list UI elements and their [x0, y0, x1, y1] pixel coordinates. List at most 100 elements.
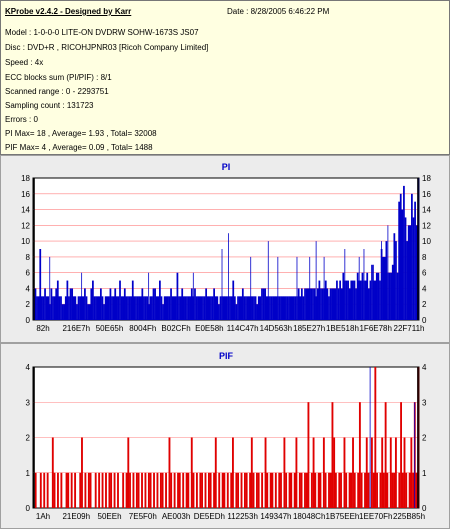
bar — [333, 437, 336, 508]
bar — [203, 296, 206, 320]
info-model: Model : 1-0-0-0 LITE-ON DVDRW SOHW-1673S… — [5, 28, 199, 37]
x-tick-label: DE5EDh — [194, 512, 225, 521]
bar — [244, 472, 246, 508]
bar — [45, 296, 48, 320]
bar — [312, 437, 315, 508]
bar — [371, 264, 373, 320]
bar — [391, 472, 394, 508]
pi-chart: PI 0 0 2 2 4 4 6 6 8 8 10 10 12 12 14 14 16 16 18 18 82h 216E7… — [21, 162, 431, 333]
x-tick-label: 149347h — [260, 512, 291, 521]
x-tick-label: 225B85h — [393, 512, 425, 521]
bar — [209, 472, 212, 508]
bar — [226, 472, 229, 508]
x-tick-label: AE003h — [162, 512, 190, 521]
bar — [166, 296, 169, 320]
bar — [241, 288, 244, 320]
bar — [235, 472, 238, 508]
bar — [76, 304, 78, 320]
bar — [307, 288, 310, 320]
bar — [272, 296, 275, 320]
bar — [310, 288, 313, 320]
bar — [355, 288, 357, 320]
bar — [163, 296, 166, 320]
x-tick-label: 1F6E78h — [359, 324, 391, 333]
y-tick-label-left: 16 — [21, 190, 30, 199]
bar — [381, 437, 384, 508]
bar — [85, 296, 88, 320]
bar — [132, 472, 135, 508]
bar — [214, 437, 217, 508]
bar — [352, 280, 354, 320]
bar — [393, 233, 396, 320]
bar — [307, 402, 310, 508]
info-errors: Errors : 0 — [5, 115, 38, 124]
bar — [110, 472, 113, 508]
bar — [293, 472, 296, 508]
bar — [281, 296, 284, 320]
bar — [389, 437, 392, 508]
bar — [310, 472, 313, 508]
bar — [262, 288, 265, 320]
bar — [219, 296, 222, 320]
bar — [278, 472, 281, 508]
bar — [79, 472, 82, 508]
bar — [274, 472, 277, 508]
bar — [214, 296, 217, 320]
pif-chart-panel: PIF 0 0 1 1 2 2 3 3 4 4 1Ah 21E09h 50EEh 7E5F0h AE003h D… — [0, 343, 450, 529]
bar — [143, 296, 145, 320]
x-tick-label: E0E58h — [195, 324, 223, 333]
bar — [213, 288, 215, 320]
bar — [283, 296, 286, 320]
x-tick-label: 1B75EEh — [326, 512, 360, 521]
bar — [168, 437, 171, 508]
bar — [105, 472, 107, 508]
bar — [256, 304, 259, 320]
bar — [171, 296, 174, 320]
chart-title: PI — [222, 162, 231, 172]
bar — [99, 288, 102, 320]
bar — [248, 296, 251, 320]
bar — [286, 296, 289, 320]
bar — [187, 296, 190, 320]
bar — [187, 472, 190, 508]
bar — [393, 472, 396, 508]
bar — [101, 296, 104, 320]
bar — [144, 472, 147, 508]
bar — [334, 288, 337, 320]
bar — [328, 296, 330, 320]
bar — [131, 280, 134, 320]
bar — [269, 296, 271, 320]
bar — [386, 472, 389, 508]
bar — [407, 225, 410, 320]
bar — [297, 288, 300, 320]
bar — [101, 472, 104, 508]
bar — [245, 472, 248, 508]
bar — [39, 249, 42, 320]
bar — [375, 272, 378, 320]
bar — [261, 288, 263, 320]
bar — [288, 472, 291, 508]
bar — [120, 296, 123, 320]
bar — [343, 437, 346, 508]
bar — [269, 472, 272, 508]
pif-chart: PIF 0 0 1 1 2 2 3 3 4 4 1Ah 21E09h 50EEh 7E5F0h AE003h D… — [26, 351, 427, 521]
bar — [266, 472, 269, 508]
bar — [103, 304, 105, 320]
x-tick-label: 216E7h — [62, 324, 90, 333]
x-tick-label: 21E09h — [62, 512, 90, 521]
bar — [233, 296, 236, 320]
bar — [81, 437, 83, 508]
info-scanned-range: Scanned range : 0 - 2293751 — [5, 87, 109, 96]
bar — [218, 472, 221, 508]
bar — [328, 472, 330, 508]
bar — [353, 472, 356, 508]
bar — [216, 296, 219, 320]
y-tick-label-left: 4 — [26, 284, 31, 293]
bar — [337, 288, 340, 320]
bar — [356, 272, 359, 320]
info-speed: Speed : 4x — [5, 58, 44, 67]
y-tick-label-left: 2 — [26, 434, 31, 443]
bar — [161, 472, 164, 508]
bar — [324, 280, 327, 320]
bar — [295, 437, 298, 508]
